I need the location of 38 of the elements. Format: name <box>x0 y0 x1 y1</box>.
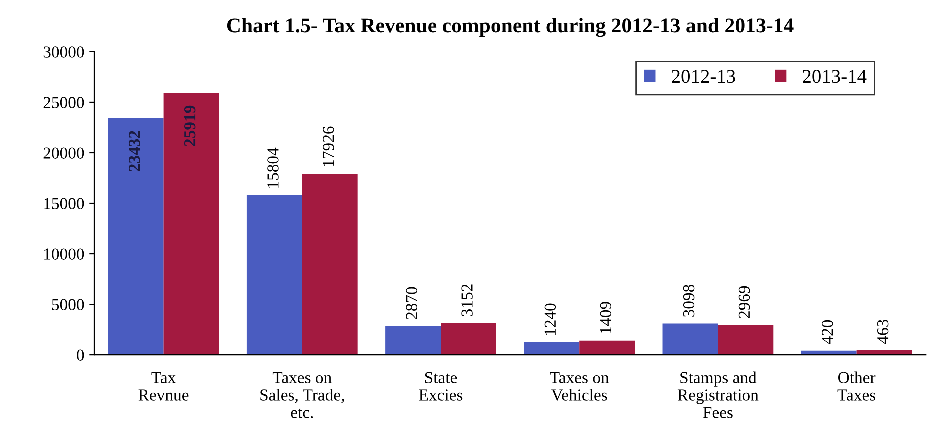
y-tick-label: 5000 <box>52 299 84 310</box>
legend-label: 2012-13 <box>672 70 736 84</box>
y-tick-label: 25000 <box>44 97 84 108</box>
bar <box>164 93 220 356</box>
bar <box>580 340 636 356</box>
x-tick-label: Taxes on Sales, Trade, etc. <box>260 372 344 418</box>
bar <box>662 324 718 356</box>
data-label: 15804 <box>268 148 279 188</box>
y-tick-label: 30000 <box>44 46 84 58</box>
bar <box>441 323 496 356</box>
y-tick-label: 20000 <box>44 148 84 159</box>
data-label: 17926 <box>323 126 334 166</box>
y-tick-label: 0 <box>77 350 84 362</box>
data-label: 2870 <box>406 287 418 320</box>
bar <box>524 342 580 356</box>
data-label: 3152 <box>462 284 473 316</box>
x-tick-label: Taxes on Vehicles <box>550 372 610 401</box>
bar <box>108 118 164 356</box>
y-tick-label: 15000 <box>44 198 84 210</box>
x-tick-label: Stamps and Registration Fees <box>678 372 759 418</box>
x-tick-label: State Excies <box>419 372 463 401</box>
bar <box>386 326 441 356</box>
data-label: 1409 <box>600 302 612 334</box>
y-tick-label: 10000 <box>44 248 84 260</box>
x-tick-label: Other Taxes <box>838 372 876 401</box>
bar <box>246 195 302 356</box>
chart-title: Chart 1.5- Tax Revenue component during 2012-13 and 2013-14 <box>227 18 794 38</box>
bar <box>718 325 774 356</box>
data-label: 463 <box>877 320 889 344</box>
x-tick-label: Tax Revnue <box>138 372 189 401</box>
data-label: 1240 <box>544 304 556 336</box>
data-label: 3098 <box>683 285 695 317</box>
data-label: 23432 <box>129 131 140 172</box>
data-label: 420 <box>822 320 834 344</box>
legend-label: 2013-14 <box>803 70 867 84</box>
data-label: 25919 <box>184 106 196 146</box>
bar <box>302 174 358 356</box>
data-label: 2969 <box>738 286 750 318</box>
